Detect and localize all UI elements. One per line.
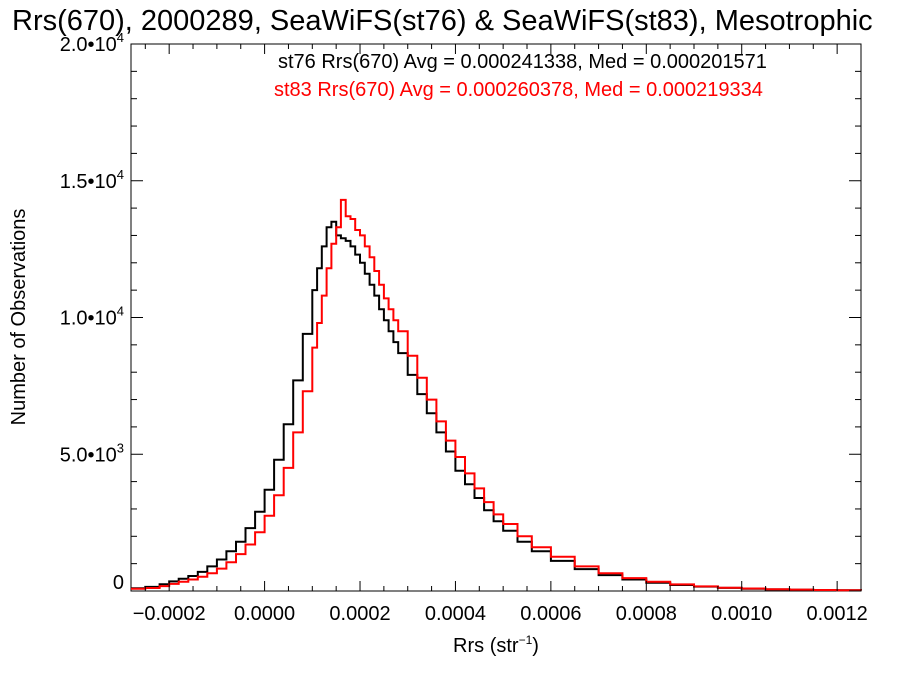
- series-line-st83: [131, 198, 862, 592]
- x-tick-label: 0.0000: [234, 603, 295, 625]
- plot-frame: [130, 43, 862, 592]
- plot-area-border: [130, 43, 862, 592]
- x-tick-label: −0.0002: [133, 603, 206, 625]
- x-tick-label: 0.0002: [329, 603, 390, 625]
- series-line-st76: [131, 220, 862, 592]
- y-axis-label: Number of Observations: [8, 209, 30, 426]
- series-annotation-st76: st76 Rrs(670) Avg = 0.000241338, Med = 0…: [278, 51, 767, 73]
- x-axis-label: Rrs (str−1): [453, 633, 539, 657]
- series-annotation-st83: st83 Rrs(670) Avg = 0.000260378, Med = 0…: [274, 79, 763, 101]
- y-tick-label: 2.0•104: [60, 30, 124, 56]
- series-layer: [131, 198, 862, 592]
- x-axis-label-superscript: −1: [519, 633, 533, 647]
- x-tick-label: 0.0012: [807, 603, 868, 625]
- x-tick-label: 0.0010: [711, 603, 772, 625]
- y-tick-label: 0: [113, 572, 124, 594]
- x-tick-label: 0.0004: [425, 603, 486, 625]
- x-axis-label-close: ): [532, 635, 539, 657]
- y-axis-ticks: 0 5.0•103 1.0•104 1.5•104 2.0•104: [60, 30, 861, 594]
- x-axis-label-main: Rrs (str: [453, 635, 519, 657]
- x-axis-ticks: −0.0002 0.0000 0.0002 0.0004 0.0006 0.0008 0.0…: [133, 44, 868, 625]
- y-tick-label: 1.5•104: [60, 167, 124, 193]
- y-tick-label: 5.0•103: [60, 440, 124, 466]
- x-tick-label: 0.0008: [616, 603, 677, 625]
- y-tick-label: 1.0•104: [60, 304, 124, 330]
- chart-title: Rrs(670), 2000289, SeaWiFS(st76) & SeaWi…: [12, 5, 873, 37]
- x-tick-label: 0.0006: [520, 603, 581, 625]
